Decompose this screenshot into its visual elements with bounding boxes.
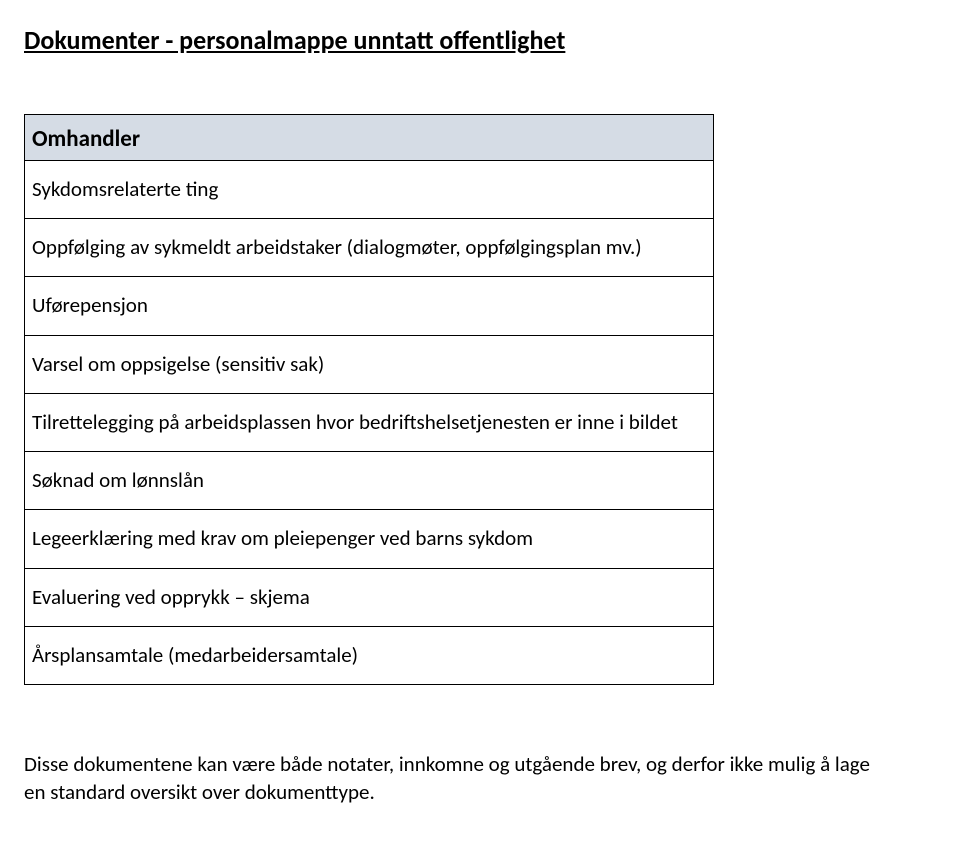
table-cell: Tilrettelegging på arbeidsplassen hvor b…: [25, 393, 714, 451]
table-header-row: Omhandler: [25, 114, 714, 160]
table-cell: Årsplansamtale (medarbeidersamtale): [25, 627, 714, 685]
documents-table: Omhandler Sykdomsrelaterte ting Oppfølgi…: [24, 114, 714, 686]
table-row: Søknad om lønnslån: [25, 452, 714, 510]
page-title: Dokumenter - personalmappe unntatt offen…: [24, 24, 900, 58]
table-header-cell: Omhandler: [25, 114, 714, 160]
footer-note: Disse dokumentene kan være både notater,…: [24, 751, 894, 806]
table-row: Evaluering ved opprykk – skjema: [25, 568, 714, 626]
table-row: Oppfølging av sykmeldt arbeidstaker (dia…: [25, 218, 714, 276]
table-cell: Evaluering ved opprykk – skjema: [25, 568, 714, 626]
table-cell: Sykdomsrelaterte ting: [25, 160, 714, 218]
table-row: Uførepensjon: [25, 277, 714, 335]
table-row: Sykdomsrelaterte ting: [25, 160, 714, 218]
table-row: Årsplansamtale (medarbeidersamtale): [25, 627, 714, 685]
table-cell: Legeerklæring med krav om pleiepenger ve…: [25, 510, 714, 568]
table-cell: Varsel om oppsigelse (sensitiv sak): [25, 335, 714, 393]
table-cell: Oppfølging av sykmeldt arbeidstaker (dia…: [25, 218, 714, 276]
table-cell: Uførepensjon: [25, 277, 714, 335]
table-cell: Søknad om lønnslån: [25, 452, 714, 510]
table-row: Tilrettelegging på arbeidsplassen hvor b…: [25, 393, 714, 451]
table-row: Varsel om oppsigelse (sensitiv sak): [25, 335, 714, 393]
table-row: Legeerklæring med krav om pleiepenger ve…: [25, 510, 714, 568]
